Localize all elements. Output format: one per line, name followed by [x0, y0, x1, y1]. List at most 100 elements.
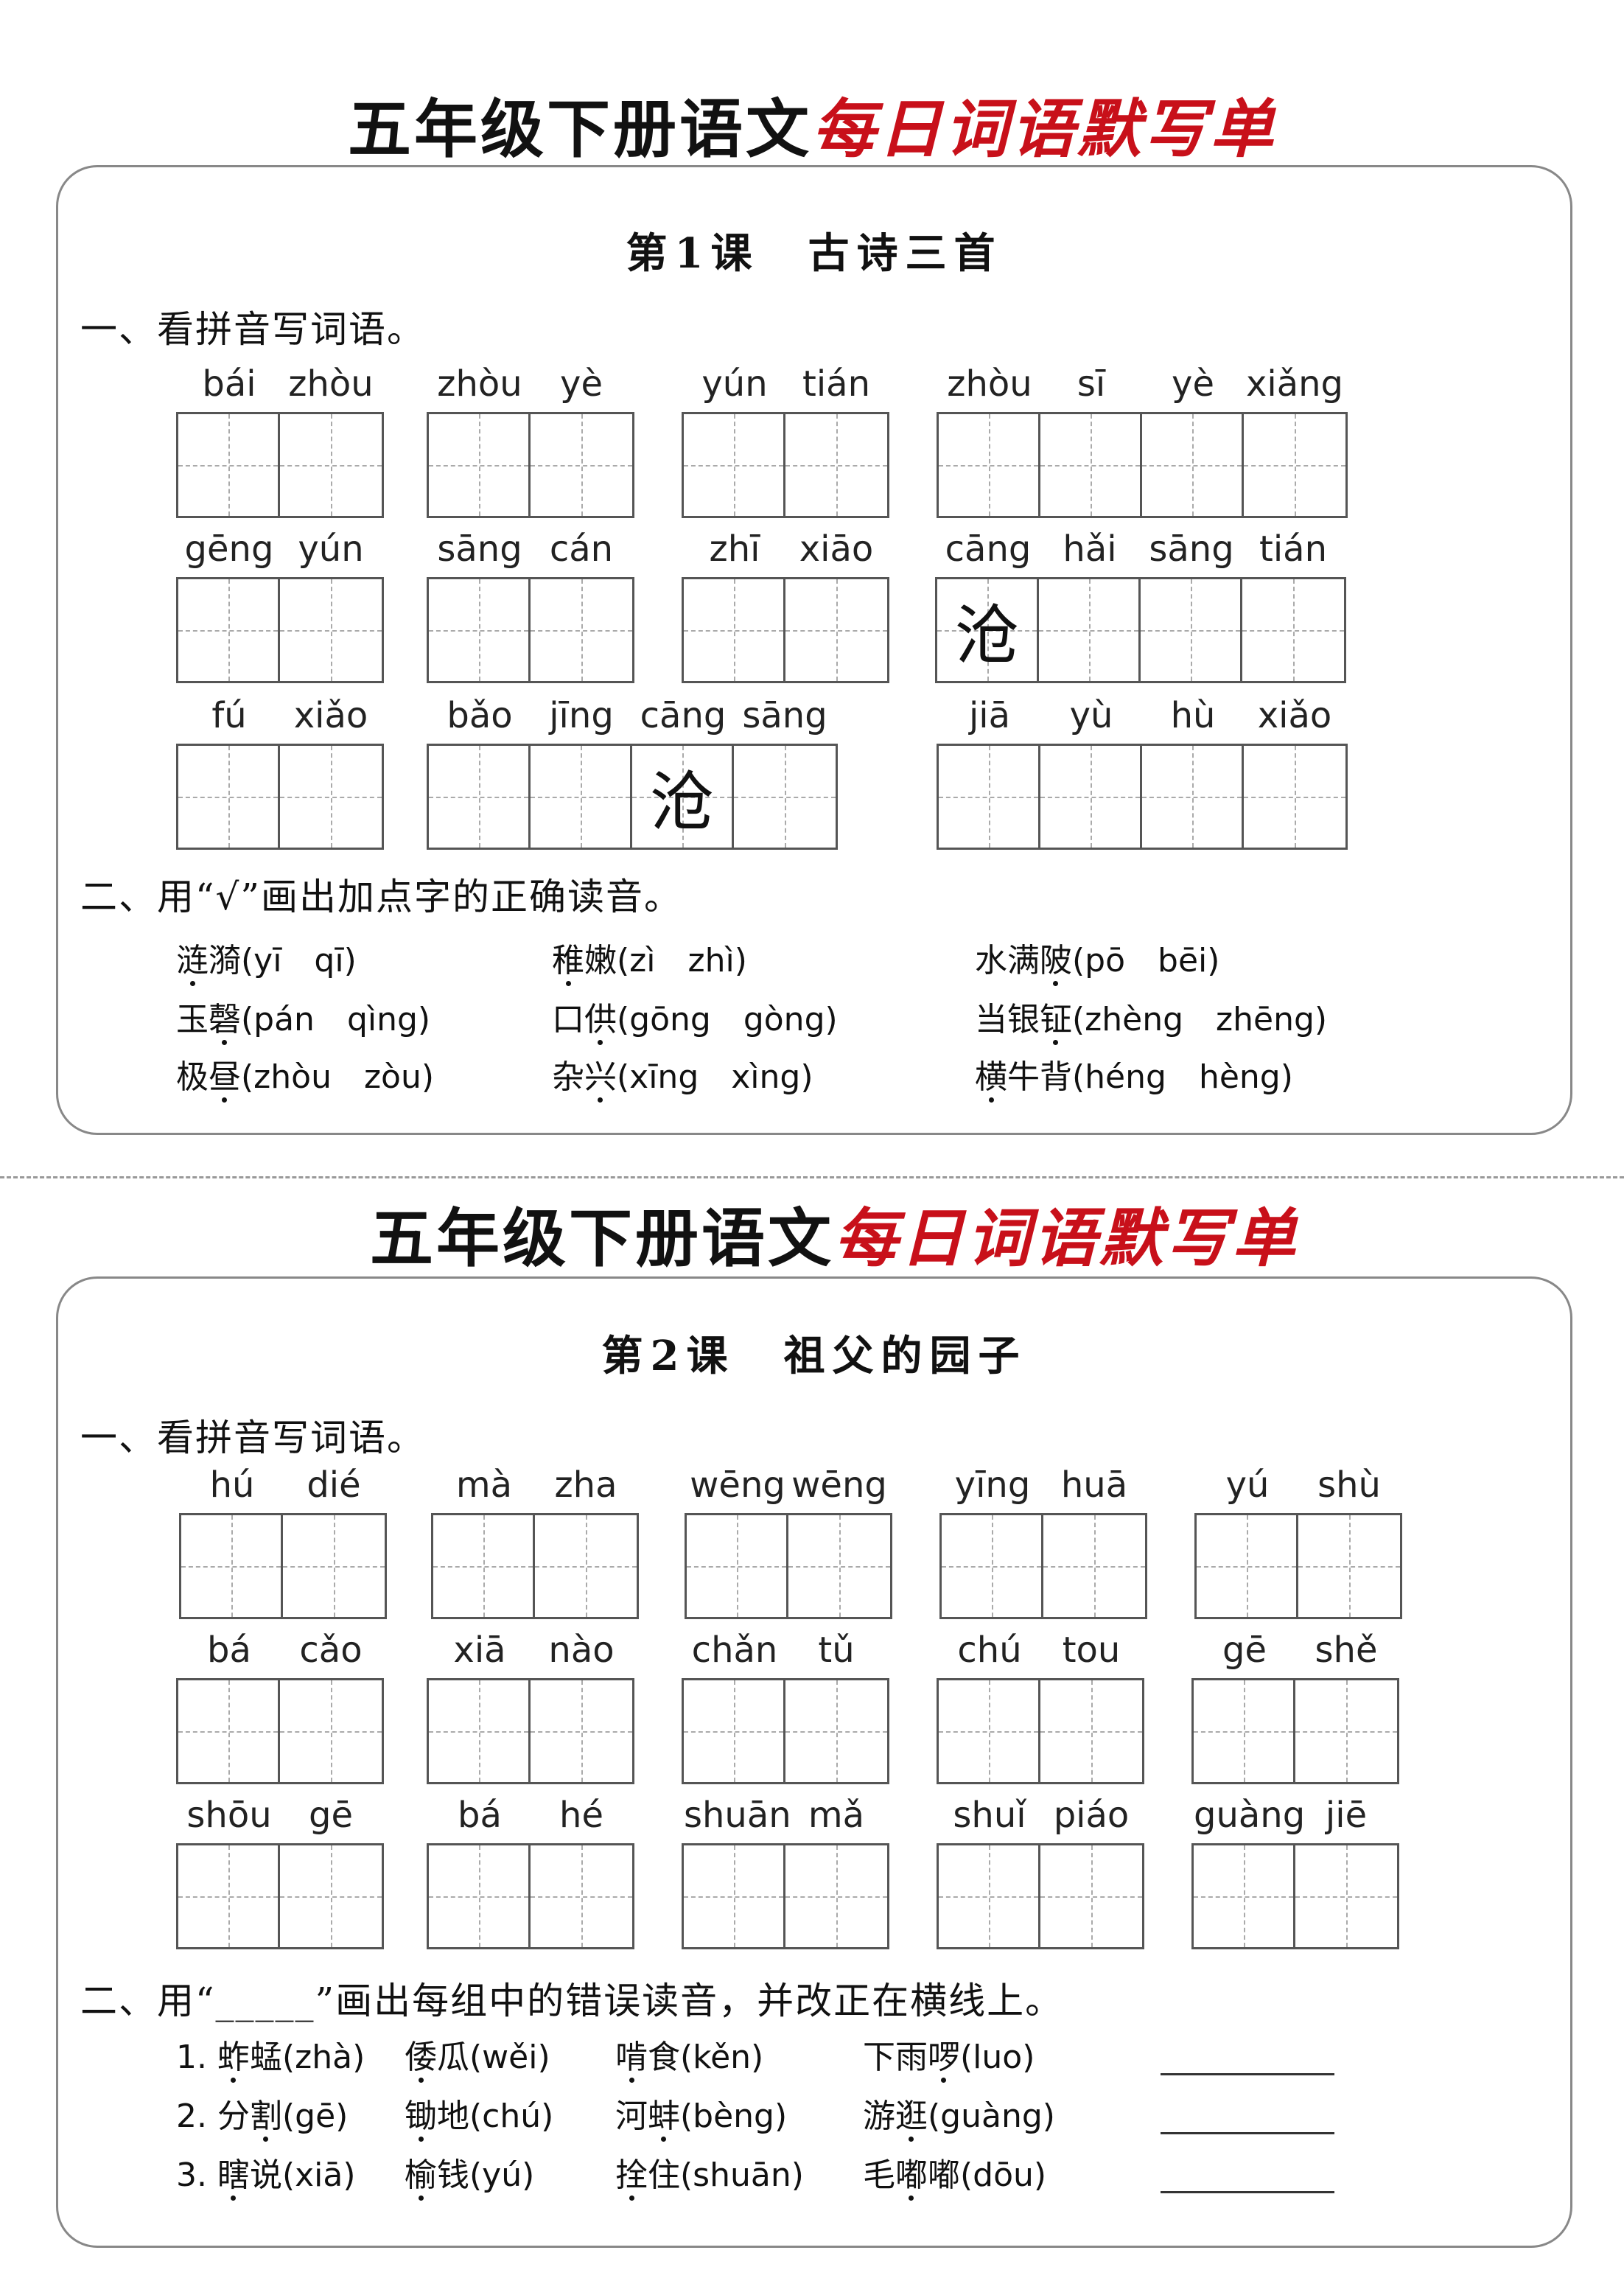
- tianzige-writing-grid[interactable]: [937, 744, 1348, 850]
- writing-cell[interactable]: [531, 1845, 632, 1947]
- tianzige-writing-grid[interactable]: [685, 1513, 892, 1619]
- writing-cell[interactable]: [684, 579, 785, 681]
- writing-cell[interactable]: [181, 1515, 283, 1617]
- writing-cell[interactable]: [939, 1680, 1040, 1782]
- tianzige-writing-grid[interactable]: [939, 1513, 1147, 1619]
- pinyin-label: bái zhòu: [178, 363, 382, 405]
- writing-cell[interactable]: [280, 1845, 382, 1947]
- tianzige-writing-grid[interactable]: [176, 412, 384, 518]
- writing-cell[interactable]: [429, 579, 531, 681]
- writing-cell[interactable]: [942, 1515, 1043, 1617]
- writing-cell[interactable]: [939, 1845, 1040, 1947]
- writing-cell[interactable]: [280, 414, 382, 516]
- pinyin-syllable: bá: [458, 1795, 502, 1836]
- writing-cell[interactable]: [939, 746, 1040, 848]
- writing-cell[interactable]: 沧: [937, 579, 1039, 681]
- writing-cell[interactable]: [178, 1845, 280, 1947]
- tianzige-writing-grid[interactable]: [937, 1678, 1144, 1784]
- tianzige-writing-grid[interactable]: [176, 1843, 384, 1949]
- writing-cell[interactable]: [178, 1680, 280, 1782]
- item-word: 3. 瞎说: [176, 2156, 282, 2194]
- tianzige-writing-grid[interactable]: [176, 1678, 384, 1784]
- tianzige-writing-grid[interactable]: [682, 577, 889, 683]
- tianzige-writing-grid[interactable]: 沧: [935, 577, 1346, 683]
- tianzige-writing-grid[interactable]: [1191, 1678, 1399, 1784]
- answer-blank-line[interactable]: [1161, 2073, 1334, 2075]
- tianzige-writing-grid[interactable]: [682, 1678, 889, 1784]
- writing-cell[interactable]: [785, 1845, 887, 1947]
- writing-cell[interactable]: [433, 1515, 535, 1617]
- tianzige-writing-grid[interactable]: [179, 1513, 387, 1619]
- writing-cell[interactable]: [734, 746, 836, 848]
- writing-cell[interactable]: [684, 414, 785, 516]
- writing-cell[interactable]: [283, 1515, 385, 1617]
- writing-cell[interactable]: [1298, 1515, 1400, 1617]
- writing-cell[interactable]: [1039, 579, 1141, 681]
- writing-cell[interactable]: [785, 579, 887, 681]
- prefilled-character: 沧: [649, 764, 715, 840]
- writing-cell[interactable]: [684, 1680, 785, 1782]
- writing-cell[interactable]: [1040, 414, 1142, 516]
- writing-cell[interactable]: 沧: [632, 746, 734, 848]
- writing-cell[interactable]: [1194, 1845, 1295, 1947]
- reading: (zhèng zhēng): [1072, 1001, 1328, 1038]
- pinyin-syllable: yù: [1069, 695, 1113, 736]
- writing-cell[interactable]: [429, 746, 531, 848]
- writing-cell[interactable]: [280, 746, 382, 848]
- tianzige-writing-grid[interactable]: [427, 577, 634, 683]
- answer-blank-line[interactable]: [1161, 2132, 1334, 2134]
- writing-cell[interactable]: [785, 1680, 887, 1782]
- writing-cell[interactable]: [535, 1515, 637, 1617]
- writing-cell[interactable]: [788, 1515, 890, 1617]
- tianzige-writing-grid[interactable]: [176, 577, 384, 683]
- writing-cell[interactable]: [687, 1515, 788, 1617]
- writing-cell[interactable]: [531, 414, 632, 516]
- writing-cell[interactable]: [1040, 746, 1142, 848]
- tianzige-writing-grid[interactable]: [937, 412, 1348, 518]
- tianzige-writing-grid[interactable]: [1191, 1843, 1399, 1949]
- writing-cell[interactable]: [1142, 414, 1244, 516]
- tianzige-writing-grid[interactable]: 沧: [427, 744, 838, 850]
- writing-cell[interactable]: [785, 414, 887, 516]
- writing-cell[interactable]: [531, 579, 632, 681]
- writing-cell[interactable]: [1040, 1680, 1142, 1782]
- answer-blank-line[interactable]: [1161, 2191, 1334, 2193]
- writing-cell[interactable]: [1040, 1845, 1142, 1947]
- writing-cell[interactable]: [1043, 1515, 1145, 1617]
- writing-cell[interactable]: [280, 1680, 382, 1782]
- tianzige-writing-grid[interactable]: [431, 1513, 639, 1619]
- writing-cell[interactable]: [1295, 1845, 1397, 1947]
- writing-cell[interactable]: [1244, 414, 1345, 516]
- writing-cell[interactable]: [1142, 746, 1244, 848]
- writing-cell[interactable]: [280, 579, 382, 681]
- tianzige-writing-grid[interactable]: [427, 412, 634, 518]
- writing-cell[interactable]: [684, 1845, 785, 1947]
- tianzige-writing-grid[interactable]: [1194, 1513, 1402, 1619]
- pinyin-syllable: sāng: [742, 695, 827, 736]
- tianzige-writing-grid[interactable]: [682, 412, 889, 518]
- writing-cell[interactable]: [1194, 1680, 1295, 1782]
- pinyin-label: shuān mǎ: [684, 1795, 887, 1836]
- writing-cell[interactable]: [939, 414, 1040, 516]
- writing-cell[interactable]: [531, 746, 632, 848]
- section-heading: 一、看拼音写词语。: [80, 308, 425, 351]
- writing-cell[interactable]: [429, 414, 531, 516]
- writing-cell[interactable]: [429, 1845, 531, 1947]
- tianzige-writing-grid[interactable]: [427, 1678, 634, 1784]
- writing-cell[interactable]: [531, 1680, 632, 1782]
- writing-cell[interactable]: [178, 414, 280, 516]
- reading: (pán qìng): [241, 1001, 431, 1038]
- writing-cell[interactable]: [1295, 1680, 1397, 1782]
- tianzige-writing-grid[interactable]: [682, 1843, 889, 1949]
- writing-cell[interactable]: [178, 579, 280, 681]
- emphasis-dot-mark: [418, 2078, 424, 2083]
- writing-cell[interactable]: [429, 1680, 531, 1782]
- tianzige-writing-grid[interactable]: [937, 1843, 1144, 1949]
- writing-cell[interactable]: [1244, 746, 1345, 848]
- writing-cell[interactable]: [178, 746, 280, 848]
- writing-cell[interactable]: [1141, 579, 1242, 681]
- writing-cell[interactable]: [1197, 1515, 1298, 1617]
- writing-cell[interactable]: [1242, 579, 1344, 681]
- tianzige-writing-grid[interactable]: [427, 1843, 634, 1949]
- tianzige-writing-grid[interactable]: [176, 744, 384, 850]
